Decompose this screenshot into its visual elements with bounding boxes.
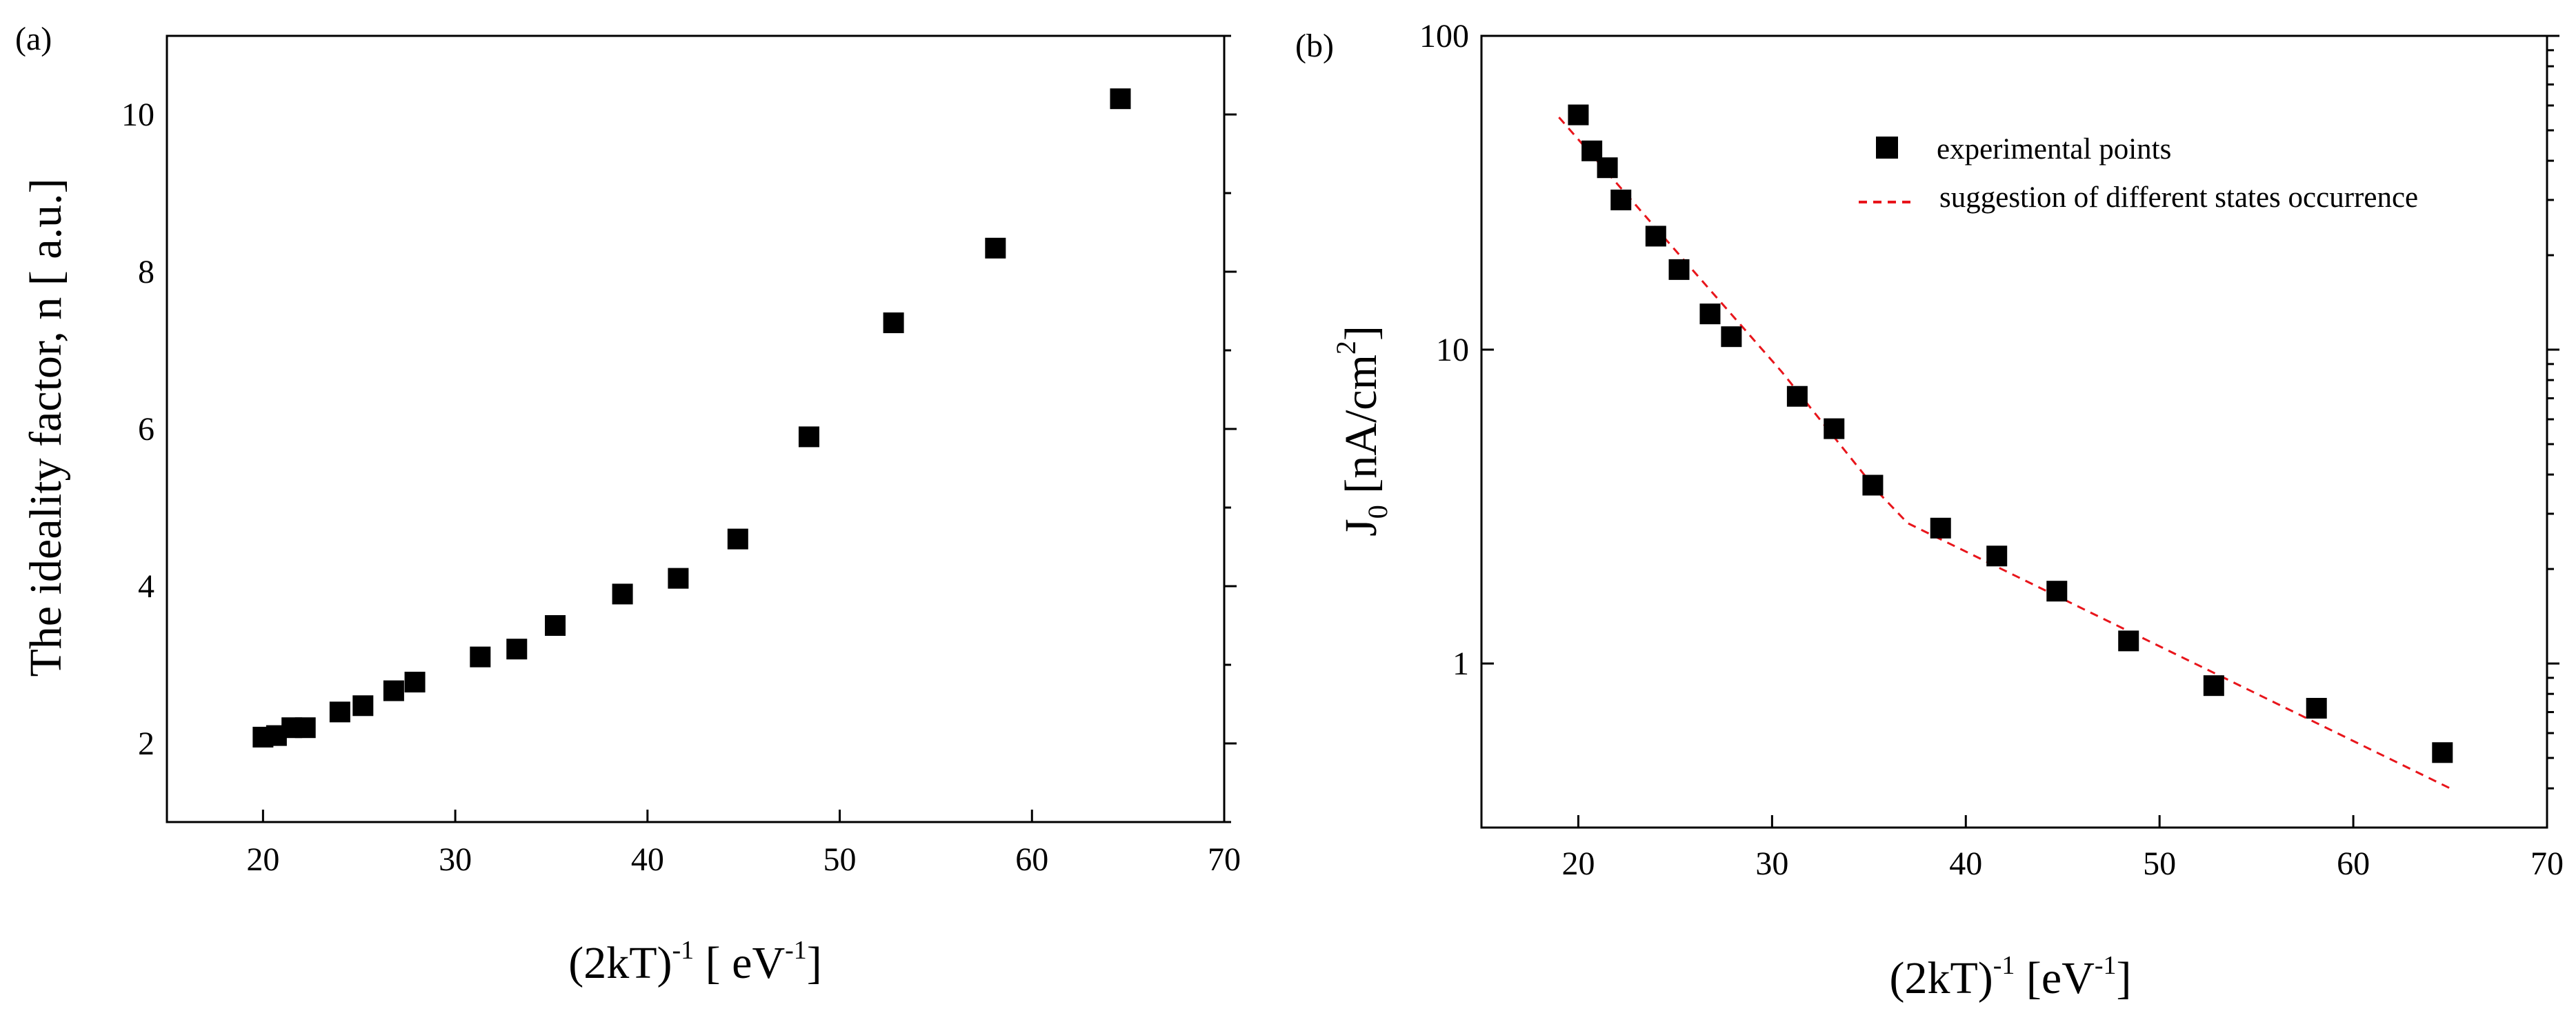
panel-b-y-tick-label: 1 bbox=[1452, 645, 1469, 682]
panel-b-point bbox=[1786, 386, 1808, 407]
panel-a-y-tick-label: 4 bbox=[138, 568, 154, 605]
panel-a: (a) 20 30 40 50 60 70 2 4 6 8 10 (2kT)-1 [ eV-1] T… bbox=[15, 21, 1241, 988]
panel-b-point bbox=[1699, 303, 1721, 325]
panel-b-x-tick-label: 50 bbox=[2143, 845, 2176, 882]
legend-marker-square bbox=[1876, 137, 1898, 159]
panel-a-y-tick-label: 10 bbox=[121, 97, 154, 133]
panel-b-x-axis-title: (2kT)-1 [eV-1] bbox=[1889, 951, 2131, 1003]
panel-a-x-tick-label: 60 bbox=[1015, 841, 1048, 878]
panel-a-point bbox=[985, 237, 1006, 259]
panel-b-label: (b) bbox=[1295, 28, 1334, 64]
panel-b-y-axis-title: J0 [nA/cm2] bbox=[1330, 326, 1393, 537]
panel-a-point bbox=[727, 528, 748, 550]
panel-a-x-tick-label: 30 bbox=[439, 841, 472, 878]
panel-a-y-axis-title: The ideality factor, n [ a.u.] bbox=[21, 178, 71, 677]
panel-b-x-tick-label: 40 bbox=[1949, 845, 1982, 882]
panel-b: (b) 20 30 40 50 60 70 1 10 100 experimental poin… bbox=[1295, 18, 2564, 1003]
panel-b-point bbox=[1645, 226, 1666, 247]
panel-a-point bbox=[383, 680, 404, 701]
panel-b-x-tick-label: 60 bbox=[2337, 845, 2370, 882]
legend-label-experimental: experimental points bbox=[1937, 133, 2171, 166]
panel-a-point bbox=[883, 312, 904, 334]
panel-a-point bbox=[612, 583, 633, 605]
panel-b-y-tick-label: 10 bbox=[1436, 332, 1469, 368]
panel-a-point bbox=[668, 568, 689, 589]
panel-b-fit-dashed-line bbox=[1558, 117, 2451, 790]
panel-b-legend: experimental points suggestion of differ… bbox=[1859, 133, 2418, 214]
panel-b-point bbox=[1668, 259, 1690, 280]
panel-b-point bbox=[1721, 326, 1742, 348]
panel-b-point bbox=[1824, 418, 1845, 439]
legend-label-suggestion: suggestion of different states occurrenc… bbox=[1939, 181, 2418, 214]
panel-b-point bbox=[1862, 474, 1884, 496]
panel-b-point bbox=[2432, 742, 2453, 763]
panel-a-y-tick-label: 6 bbox=[138, 411, 154, 448]
panel-b-point bbox=[2306, 697, 2327, 719]
panel-a-point bbox=[404, 672, 426, 693]
panel-b-x-tick-label: 30 bbox=[1755, 845, 1788, 882]
panel-b-plot-frame bbox=[1480, 34, 2548, 829]
panel-b-point bbox=[1986, 545, 2008, 567]
panel-b-point bbox=[2203, 675, 2224, 697]
panel-a-ticks: 20 30 40 50 60 70 2 4 6 8 10 bbox=[121, 34, 1241, 878]
panel-a-point bbox=[545, 615, 566, 636]
panel-a-point bbox=[506, 639, 528, 660]
panel-a-point bbox=[352, 695, 374, 717]
panel-b-y-tick-label: 100 bbox=[1419, 18, 1469, 54]
panel-a-data-points bbox=[252, 88, 1131, 748]
panel-b-fit-line bbox=[1558, 117, 2451, 790]
panel-a-y-tick-label: 8 bbox=[138, 254, 154, 290]
panel-a-x-axis-title: (2kT)-1 [ eV-1] bbox=[568, 936, 822, 988]
panel-b-x-tick-label: 70 bbox=[2530, 845, 2564, 882]
panel-a-x-tick-label: 70 bbox=[1208, 841, 1241, 878]
panel-b-point bbox=[2118, 630, 2139, 652]
panel-a-x-tick-label: 40 bbox=[631, 841, 664, 878]
panel-a-x-tick-label: 20 bbox=[246, 841, 279, 878]
panel-b-point bbox=[1930, 517, 1951, 539]
panel-a-label: (a) bbox=[15, 21, 52, 57]
panel-b-point bbox=[1568, 104, 1589, 126]
panel-a-point bbox=[470, 646, 491, 668]
panel-a-plot-frame bbox=[166, 34, 1226, 823]
panel-b-x-tick-label: 20 bbox=[1561, 845, 1595, 882]
panel-a-point bbox=[1110, 88, 1131, 110]
panel-a-point bbox=[294, 717, 316, 739]
panel-a-y-tick-label: 2 bbox=[138, 725, 154, 762]
panel-b-data-points bbox=[1568, 104, 2453, 763]
panel-b-point bbox=[2046, 581, 2068, 602]
panel-a-point bbox=[798, 426, 819, 448]
panel-a-point bbox=[329, 701, 350, 723]
panel-a-x-tick-label: 50 bbox=[823, 841, 857, 878]
panel-b-ticks: 20 30 40 50 60 70 1 10 100 bbox=[1419, 18, 2564, 882]
panel-b-point bbox=[1597, 157, 1618, 179]
panel-b-point bbox=[1610, 189, 1632, 210]
